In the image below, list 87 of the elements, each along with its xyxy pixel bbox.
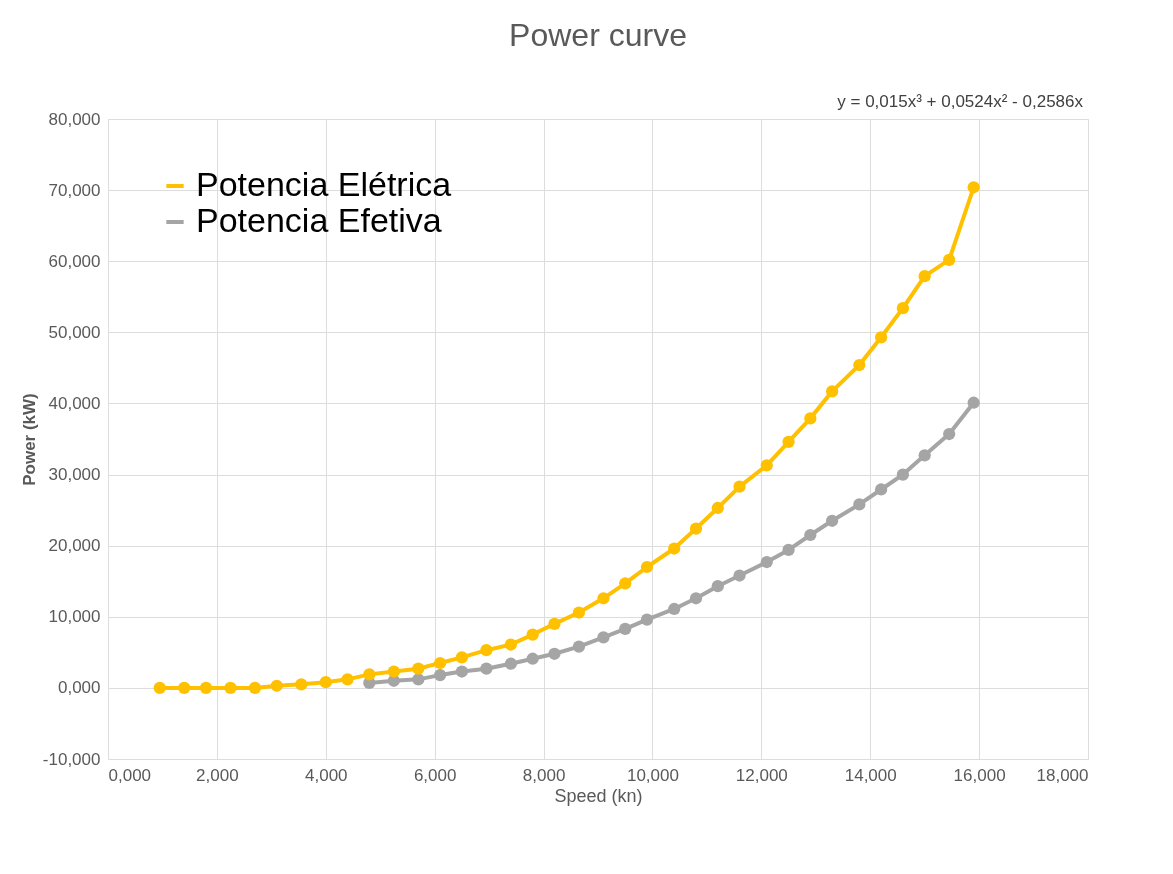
- point: [967, 181, 980, 194]
- y-tick-label: 20,000: [48, 536, 101, 556]
- y-tick-label: 0,000: [57, 678, 101, 698]
- x-tick-label: 18,000: [1036, 765, 1089, 785]
- point: [640, 560, 654, 574]
- point: [412, 673, 425, 686]
- y-tick-label: 30,000: [48, 465, 101, 485]
- point: [874, 331, 888, 344]
- y-tick-label: 10,000: [48, 607, 101, 627]
- point: [504, 657, 518, 670]
- point: [319, 676, 332, 689]
- point: [782, 435, 795, 448]
- point: [548, 617, 561, 630]
- point: [597, 592, 610, 605]
- point: [178, 681, 191, 694]
- point: [760, 555, 773, 569]
- x-tick-label: 10,000: [626, 765, 679, 785]
- point: [572, 640, 586, 653]
- point: [619, 622, 632, 635]
- point: [896, 468, 910, 481]
- point: [363, 668, 376, 681]
- point: [967, 396, 980, 409]
- x-tick-label: 6,000: [413, 765, 457, 785]
- point: [199, 681, 213, 694]
- legend-label: Potencia Elétrica: [196, 165, 452, 203]
- point: [504, 638, 518, 651]
- text: y = 0,015x³ + 0,0524x² - 0,2586x: [837, 92, 1084, 111]
- point: [760, 459, 773, 472]
- point: [548, 647, 561, 660]
- chart-title: Power curve: [509, 17, 687, 53]
- y-tick-label: 70,000: [48, 180, 101, 200]
- x-tick-label: 4,000: [305, 765, 348, 785]
- y-tick-label: 50,000: [48, 322, 101, 342]
- point: [455, 665, 469, 678]
- x-tick-label: 14,000: [844, 765, 897, 785]
- point: [572, 606, 586, 619]
- y-tick-label: 80,000: [48, 109, 101, 129]
- point: [804, 412, 817, 425]
- point: [733, 569, 746, 582]
- legend-label: Potencia Efetiva: [196, 201, 442, 239]
- point: [412, 662, 425, 675]
- point: [433, 656, 447, 670]
- point: [153, 681, 166, 694]
- point: [853, 498, 866, 511]
- x-tick-label: 12,000: [735, 765, 788, 785]
- point: [874, 483, 888, 496]
- point: [526, 652, 539, 665]
- point: [248, 681, 262, 694]
- point: [668, 542, 681, 555]
- point: [224, 681, 237, 694]
- point: [619, 577, 632, 590]
- point: [668, 602, 681, 616]
- point: [387, 665, 400, 678]
- y-tick-label: -10,000: [42, 749, 101, 769]
- x-axis-title: Speed (kn): [554, 785, 643, 806]
- x-tick-label: 2,000: [196, 765, 239, 785]
- y-axis-title: Power (kW): [19, 393, 39, 486]
- x-tick-label: 16,000: [953, 765, 1006, 785]
- point: [853, 358, 866, 372]
- point: [918, 270, 931, 283]
- y-tick-label: 40,000: [48, 393, 101, 413]
- point: [711, 580, 724, 593]
- point: [825, 514, 839, 527]
- y-tick-label: 60,000: [48, 251, 101, 271]
- point: [640, 613, 654, 626]
- point: [943, 253, 956, 266]
- point: [782, 543, 795, 557]
- x-tick-label: 0,000: [108, 765, 152, 785]
- x-tick-label: 8,000: [522, 765, 566, 785]
- point: [689, 522, 703, 535]
- point: [270, 679, 283, 692]
- point: [896, 302, 910, 315]
- point: [825, 385, 839, 398]
- point: [597, 631, 610, 644]
- point: [341, 673, 354, 686]
- point: [689, 592, 703, 605]
- point: [480, 662, 493, 675]
- point: [943, 427, 956, 441]
- point: [295, 678, 308, 691]
- point: [455, 651, 469, 664]
- point: [804, 528, 817, 542]
- point: [733, 480, 746, 493]
- point: [711, 501, 724, 515]
- point: [526, 628, 539, 641]
- point: [480, 644, 493, 657]
- point: [433, 668, 447, 682]
- point: [918, 449, 931, 462]
